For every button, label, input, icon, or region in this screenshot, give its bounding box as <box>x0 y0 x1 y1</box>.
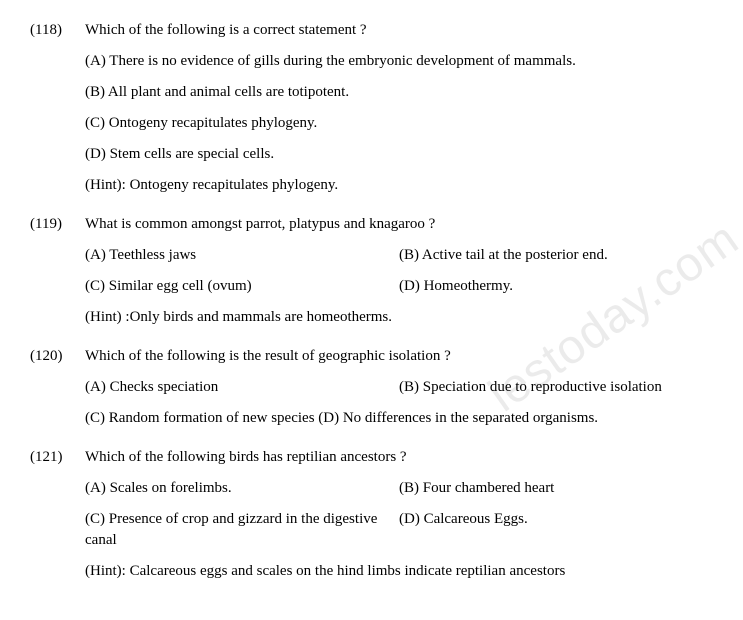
hint-text: (Hint): Ontogeny recapitulates phylogeny… <box>85 175 713 196</box>
question-block: (118)Which of the following is a correct… <box>30 20 713 196</box>
question-text: Which of the following is the result of … <box>85 346 713 367</box>
question-block: (121)Which of the following birds has re… <box>30 447 713 582</box>
question-text: What is common amongst parrot, platypus … <box>85 214 713 235</box>
option-row: (D) Stem cells are special cells. <box>85 144 713 165</box>
option-text: (C) Presence of crop and gizzard in the … <box>85 509 399 551</box>
option-text: (B) Four chambered heart <box>399 478 713 499</box>
option-row: (A) Teethless jaws(B) Active tail at the… <box>85 245 713 266</box>
question-row: (121)Which of the following birds has re… <box>30 447 713 468</box>
question-number: (118) <box>30 20 85 41</box>
questions-container: (118)Which of the following is a correct… <box>30 20 713 582</box>
option-text: (B) Speciation due to reproductive isola… <box>399 377 713 398</box>
option-row: (C) Similar egg cell (ovum)(D) Homeother… <box>85 276 713 297</box>
question-block: (119)What is common amongst parrot, plat… <box>30 214 713 328</box>
question-row: (120)Which of the following is the resul… <box>30 346 713 367</box>
option-text: (D) Stem cells are special cells. <box>85 144 713 165</box>
option-text: (A) Checks speciation <box>85 377 399 398</box>
option-text: (C) Similar egg cell (ovum) <box>85 276 399 297</box>
option-row: (A) There is no evidence of gills during… <box>85 51 713 72</box>
question-number: (119) <box>30 214 85 235</box>
option-row: (A) Checks speciation(B) Speciation due … <box>85 377 713 398</box>
question-text: Which of the following is a correct stat… <box>85 20 713 41</box>
option-row: (B) All plant and animal cells are totip… <box>85 82 713 103</box>
option-text: (B) Active tail at the posterior end. <box>399 245 713 266</box>
question-number: (120) <box>30 346 85 367</box>
option-text: (D) Calcareous Eggs. <box>399 509 713 551</box>
option-text: (A) Scales on forelimbs. <box>85 478 399 499</box>
option-text: (A) There is no evidence of gills during… <box>85 51 713 72</box>
question-number: (121) <box>30 447 85 468</box>
question-row: (119)What is common amongst parrot, plat… <box>30 214 713 235</box>
option-row: (A) Scales on forelimbs.(B) Four chamber… <box>85 478 713 499</box>
question-block: (120)Which of the following is the resul… <box>30 346 713 429</box>
question-row: (118)Which of the following is a correct… <box>30 20 713 41</box>
option-text: (C) Ontogeny recapitulates phylogeny. <box>85 113 713 134</box>
option-row: (C) Ontogeny recapitulates phylogeny. <box>85 113 713 134</box>
option-text: (A) Teethless jaws <box>85 245 399 266</box>
question-text: Which of the following birds has reptili… <box>85 447 713 468</box>
hint-text: (Hint) :Only birds and mammals are homeo… <box>85 307 713 328</box>
option-text: (B) All plant and animal cells are totip… <box>85 82 713 103</box>
option-row: (C) Random formation of new species (D) … <box>85 408 713 429</box>
option-row: (C) Presence of crop and gizzard in the … <box>85 509 713 551</box>
hint-text: (Hint): Calcareous eggs and scales on th… <box>85 561 713 582</box>
option-text: (C) Random formation of new species (D) … <box>85 408 713 429</box>
option-text: (D) Homeothermy. <box>399 276 713 297</box>
